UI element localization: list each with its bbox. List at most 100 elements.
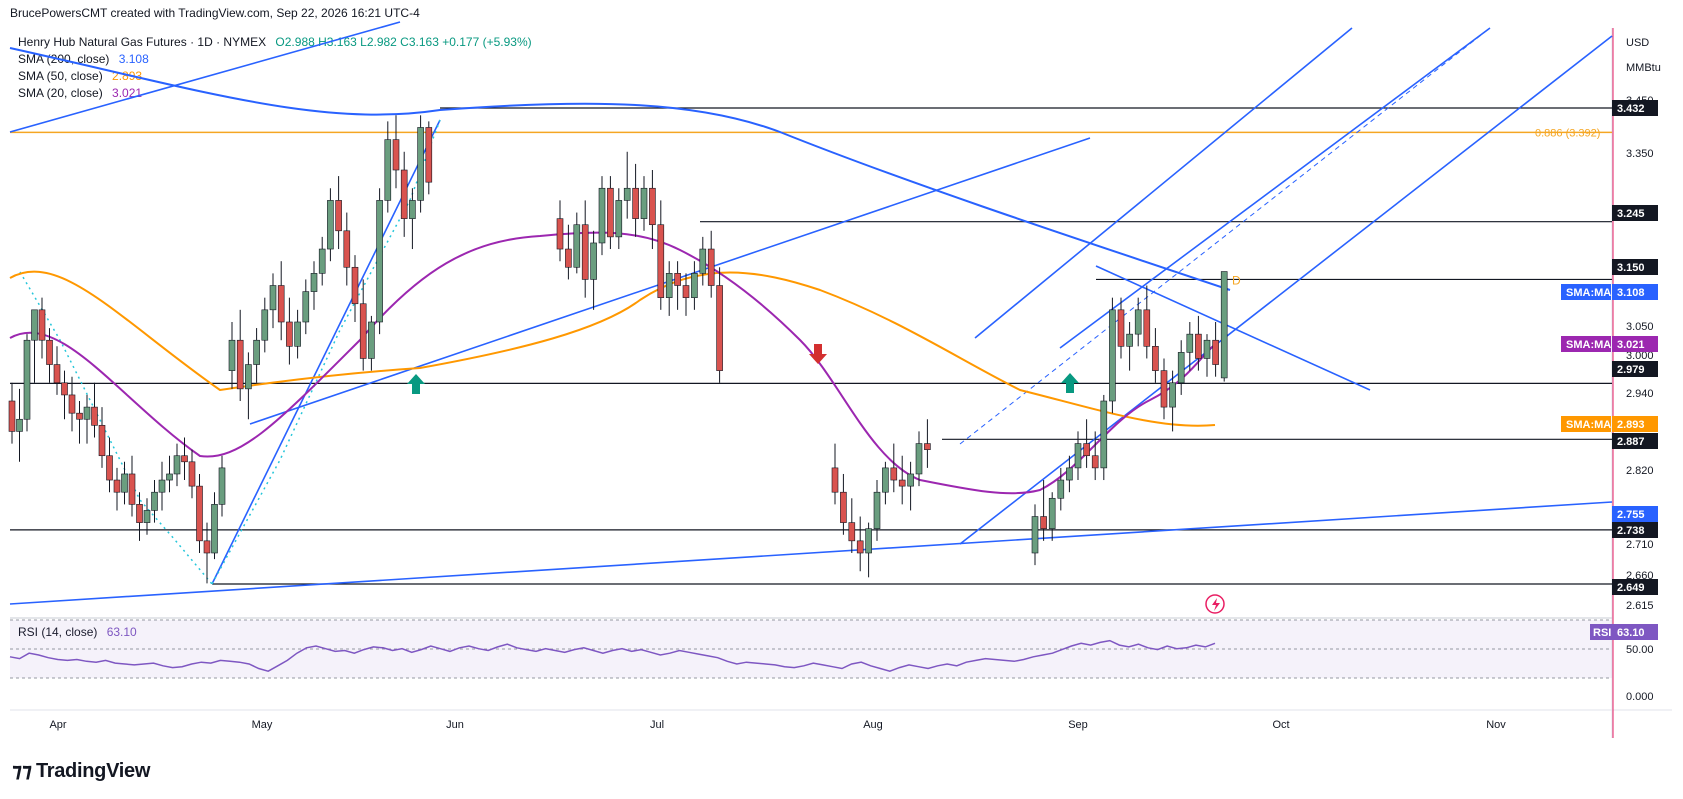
sma-badge-label-bg — [1561, 416, 1611, 432]
candle-body — [882, 467, 889, 493]
candle-body — [31, 309, 38, 341]
trendlines[interactable]: 0.886 (3.392) D — [9, 21, 1613, 605]
rsi-legend[interactable]: RSI (14, close) 63.10 — [18, 625, 137, 639]
candle-body — [236, 339, 244, 390]
price-badge-bg — [1612, 433, 1658, 449]
candle-body — [46, 339, 53, 365]
y-tick-label: 3.050 — [1626, 321, 1654, 333]
sma-badge-value-bg — [1612, 336, 1658, 352]
candle-body — [1117, 309, 1125, 347]
candle-body — [556, 218, 564, 250]
candle-body — [158, 479, 166, 493]
candle-body — [425, 127, 433, 183]
legend-sma50-row[interactable]: SMA (50, close) 2.893 — [18, 68, 532, 85]
price-badge-bg — [1612, 522, 1658, 538]
candle-body — [16, 418, 23, 432]
candle-body — [1203, 339, 1211, 359]
sma200-value: 3.108 — [118, 52, 149, 66]
candle-body — [898, 479, 906, 487]
candle-body — [1091, 455, 1099, 469]
candle-body — [343, 230, 351, 268]
candle-body — [915, 443, 923, 475]
price-badge-text: 2.738 — [1617, 525, 1645, 537]
candle-body — [98, 425, 106, 457]
currency-label[interactable]: USD — [1626, 37, 1650, 49]
candle-body — [211, 504, 218, 554]
candle-body — [38, 309, 46, 341]
symbol-title: Henry Hub Natural Gas Futures · 1D · NYM… — [18, 35, 267, 49]
rsi-value: 63.10 — [106, 625, 137, 639]
candle-body — [1040, 516, 1047, 529]
candle-body — [573, 224, 581, 268]
y-axis-ticks: 3.4503.3503.0503.0002.9402.8202.7102.660… — [1626, 95, 1654, 703]
y-tick-label: 2.710 — [1626, 539, 1654, 551]
candle-body — [565, 248, 572, 268]
x-tick-label: Nov — [1486, 719, 1506, 731]
candle-body — [218, 467, 226, 505]
candle-body — [590, 242, 597, 280]
price-badge-bg — [1612, 259, 1658, 275]
candle-body — [1126, 333, 1133, 347]
candle-body — [1220, 271, 1228, 379]
candle-body — [302, 291, 310, 323]
sell-arrow-icon — [809, 344, 827, 364]
tradingview-logo[interactable]: ⁊⁊ TradingView — [12, 758, 150, 783]
candle-body — [310, 273, 318, 292]
sma-badge-value: 3.021 — [1617, 339, 1645, 351]
zigzag-line — [19, 271, 213, 585]
candle-body — [181, 455, 188, 463]
trendline — [9, 21, 401, 133]
price-badge-text: 2.887 — [1617, 436, 1645, 448]
tradingview-logo-icon: ⁊⁊ — [12, 760, 32, 782]
sma50-line — [9, 270, 1216, 427]
sma-badge-label: SMA:MA — [1566, 419, 1611, 431]
candle-body — [269, 285, 277, 311]
price-badge-bg — [1612, 205, 1658, 221]
candle-body — [865, 528, 872, 554]
trendline — [9, 501, 1613, 605]
candle-body — [657, 224, 665, 298]
candle-body — [623, 187, 631, 201]
candle-body — [384, 139, 392, 201]
sma-badge-value: 3.108 — [1617, 287, 1645, 299]
candle-body — [203, 540, 211, 554]
markers — [407, 344, 1225, 614]
candle-body — [245, 364, 252, 390]
candle-body — [351, 266, 359, 305]
rsi-label: RSI (14, close) — [18, 625, 98, 639]
y-tick-label: 3.000 — [1626, 350, 1654, 362]
candle-body — [136, 504, 143, 523]
moving-averages — [9, 47, 1231, 495]
candle-body — [1143, 309, 1151, 347]
candle-body — [1048, 497, 1056, 529]
y-tick-label: 2.820 — [1626, 465, 1654, 477]
candle-body — [294, 321, 301, 347]
price-badge-text: 3.150 — [1617, 262, 1645, 274]
y-tick-label: 3.350 — [1626, 148, 1654, 160]
candle-body — [318, 248, 326, 274]
candle-body — [188, 461, 196, 487]
trendline — [959, 35, 1613, 545]
candle-body — [53, 364, 61, 384]
candle-body — [1160, 370, 1168, 408]
candle-body — [1066, 467, 1073, 481]
candle-body — [716, 285, 723, 371]
sma50-label: SMA (50, close) — [18, 69, 103, 83]
candle-body — [335, 200, 342, 232]
candle-body — [409, 200, 416, 219]
candle-body — [76, 412, 83, 420]
candle-body — [253, 339, 260, 365]
candle-body — [1169, 382, 1176, 408]
channel-median-line — [959, 27, 1491, 445]
trendline — [974, 27, 1353, 339]
candle-body — [23, 339, 31, 420]
rsi-badge-label: RSI — [1593, 627, 1611, 639]
candle-body — [707, 248, 715, 286]
candles — [8, 115, 1228, 584]
candle-body — [196, 485, 203, 542]
candle-body — [1074, 443, 1082, 469]
candle-body — [1109, 309, 1116, 402]
x-axis-ticks: Apr May Jun Jul Aug Sep Oct Nov — [49, 719, 1506, 731]
candle-body — [607, 187, 614, 238]
